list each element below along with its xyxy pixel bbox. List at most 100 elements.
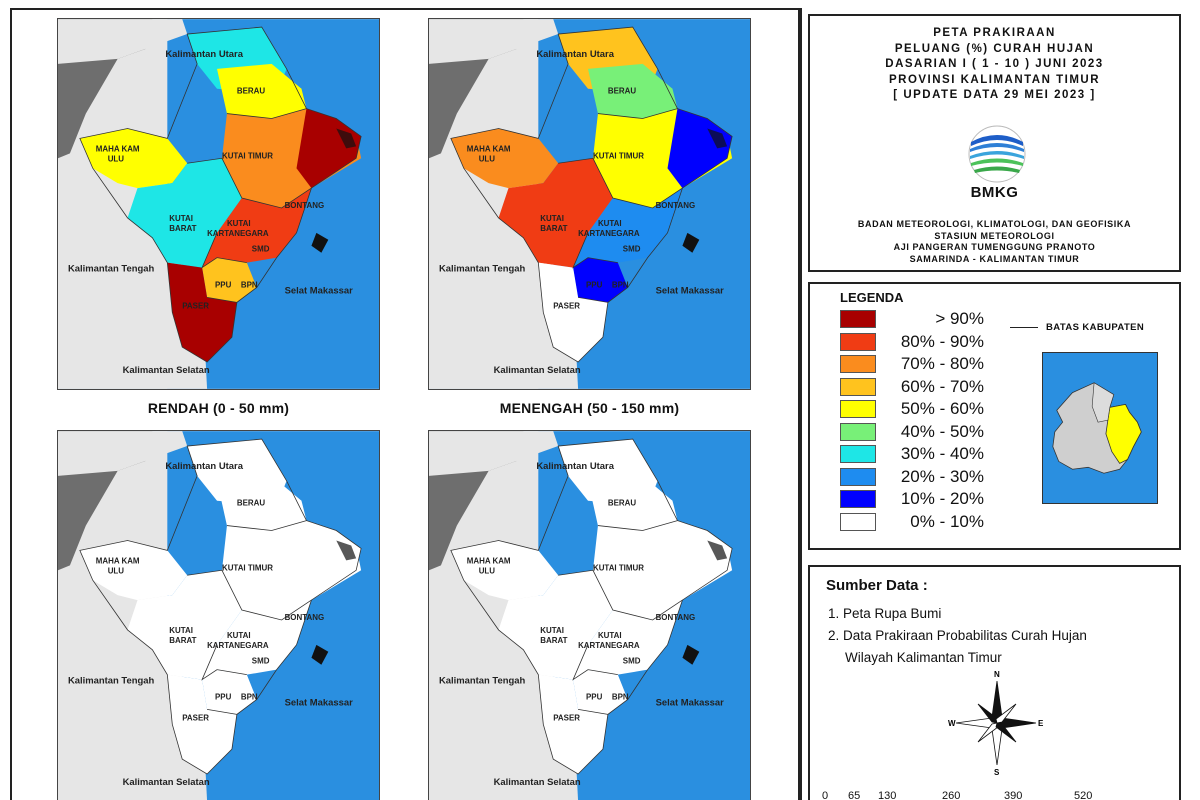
- coast-islands: [707, 128, 728, 149]
- legend-label: 70% - 80%: [900, 354, 984, 374]
- org-line: BADAN METEOROLOGI, KLIMATOLOGI, DAN GEOF…: [857, 219, 1132, 229]
- label-kutai-barat-1: KUTAI: [169, 626, 193, 635]
- label-kartanegara-1: KUTAI: [598, 631, 622, 640]
- region-paser: [167, 262, 237, 363]
- label-kutai-barat-2: BARAT: [169, 224, 196, 233]
- legend-label: 30% - 40%: [900, 444, 984, 464]
- scale-tick: 520: [1074, 790, 1093, 800]
- label-ppu: PPU: [586, 692, 603, 701]
- legend-box: LEGENDA > 90% 80% - 90% 70% - 80% 60% - 70%…: [808, 282, 1181, 550]
- region-ppu: [573, 257, 628, 303]
- label-paser: PASER: [553, 713, 580, 722]
- inset-map: [1042, 352, 1158, 504]
- region-paser: [538, 262, 608, 363]
- legend-swatch: [840, 377, 876, 396]
- label-kartanegara-2: KARTANEGARA: [207, 229, 269, 238]
- legend-swatch: [840, 310, 876, 329]
- org-line: STASIUN METEOROLOGI: [934, 230, 1055, 241]
- inset-kaltim-highlight: [1105, 403, 1142, 464]
- region-berau: [217, 63, 307, 119]
- kaltara-area: [58, 431, 188, 476]
- legend-item: 70% - 80%: [840, 353, 984, 376]
- region-east-coast: [667, 520, 733, 601]
- label-kalteng: Kalimantan Tengah: [439, 676, 526, 687]
- legend-list: > 90% 80% - 90% 70% - 80% 60% - 70% 50% - 60…: [840, 308, 984, 533]
- region-paser: [167, 674, 237, 775]
- map-panel-rendah: Kalimantan Utara Kalimantan Tengah Kalim…: [57, 18, 380, 390]
- region-east-coast: [296, 108, 362, 189]
- label-kutai-barat-2: BARAT: [540, 224, 567, 233]
- label-kutai-barat-2: BARAT: [169, 636, 196, 645]
- label-ppu: PPU: [215, 280, 232, 289]
- legend-label: 20% - 30%: [900, 466, 984, 486]
- label-kutai-timur: KUTAI TIMUR: [222, 563, 273, 572]
- map-panel-tinggi: Kalimantan Utara Kalimantan Tengah Kalim…: [57, 430, 380, 800]
- label-bontang: BONTANG: [656, 613, 696, 622]
- label-kutai-barat-1: KUTAI: [540, 214, 564, 223]
- org-line: AJI PANGERAN TUMENGGUNG PRANOTO: [893, 242, 1096, 252]
- compass-n: N: [994, 670, 1000, 679]
- samarinda-coast: [311, 232, 329, 253]
- label-kaltara: Kalimantan Utara: [536, 461, 614, 472]
- legend-swatch: [840, 467, 876, 486]
- legend-label: 0% - 10%: [910, 511, 984, 531]
- label-kutai-timur: KUTAI TIMUR: [593, 151, 644, 160]
- label-bontang: BONTANG: [656, 201, 696, 210]
- legend-item: 80% - 90%: [840, 331, 984, 354]
- kaltara-area: [429, 19, 559, 64]
- boundary-legend: BATAS KABUPATEN: [1010, 322, 1144, 333]
- legend-item: 0% - 10%: [840, 511, 984, 534]
- boundary-label: BATAS KABUPATEN: [1046, 322, 1145, 333]
- label-berau: BERAU: [237, 87, 265, 96]
- map-panel-menengah: Kalimantan Utara Kalimantan Tengah Kalim…: [428, 18, 751, 390]
- label-sea: Selat Makassar: [656, 697, 725, 708]
- map-title-rendah: RENDAH (0 - 50 mm): [147, 400, 290, 416]
- region-east-coast: [667, 108, 733, 189]
- label-berau: BERAU: [608, 87, 636, 96]
- source-list: 1. Peta Rupa Bumi 2. Data Prakiraan Prob…: [828, 603, 1087, 669]
- label-bpn: BPN: [612, 280, 629, 289]
- label-kartanegara-2: KARTANEGARA: [207, 641, 269, 650]
- heading-line: PELUANG (%) CURAH HUJAN: [894, 42, 1095, 55]
- label-smd: SMD: [623, 245, 641, 254]
- region-ppu: [573, 669, 628, 715]
- map-panel-sangat-tinggi: Kalimantan Utara Kalimantan Tengah Kalim…: [428, 430, 751, 800]
- label-paser: PASER: [182, 301, 209, 310]
- region-berau: [217, 475, 307, 531]
- legend-label: 40% - 50%: [900, 421, 984, 441]
- label-kalsel: Kalimantan Selatan: [123, 777, 210, 788]
- map-title-menengah: MENENGAH (50 - 150 mm): [499, 400, 680, 416]
- coast-islands: [707, 540, 728, 561]
- title-box: PETA PRAKIRAAN PELUANG (%) CURAH HUJAN D…: [808, 14, 1181, 272]
- label-sea: Selat Makassar: [285, 697, 354, 708]
- label-kartanegara-2: KARTANEGARA: [578, 229, 640, 238]
- side-frame: [800, 8, 1200, 800]
- scale-tick: 390: [1004, 790, 1023, 800]
- label-kalteng: Kalimantan Tengah: [68, 676, 155, 687]
- region-east-coast: [296, 520, 362, 601]
- legend-swatch: [840, 355, 876, 374]
- legend-label: 10% - 20%: [900, 489, 984, 509]
- heading-line: PETA PRAKIRAAN: [933, 27, 1056, 39]
- label-bpn: BPN: [241, 280, 258, 289]
- legend-label: 80% - 90%: [900, 331, 984, 351]
- region-mahakam-ulu: [79, 540, 188, 601]
- label-kalsel: Kalimantan Selatan: [494, 777, 581, 788]
- label-sea: Selat Makassar: [285, 285, 354, 296]
- kaltara-area: [429, 431, 559, 476]
- inset-kaltara: [1091, 382, 1115, 423]
- legend-item: 50% - 60%: [840, 398, 984, 421]
- label-kartanegara-1: KUTAI: [227, 631, 251, 640]
- label-kalteng: Kalimantan Tengah: [68, 264, 155, 275]
- label-berau: BERAU: [237, 499, 265, 508]
- region-ppu: [202, 257, 257, 303]
- legend-label: 50% - 60%: [900, 399, 984, 419]
- label-kartanegara-2: KARTANEGARA: [578, 641, 640, 650]
- label-smd: SMD: [623, 657, 641, 666]
- label-berau: BERAU: [608, 499, 636, 508]
- boundary-line-icon: [1010, 327, 1038, 328]
- label-bpn: BPN: [612, 692, 629, 701]
- region-kutai-barat: [127, 570, 242, 680]
- region-berau: [588, 475, 678, 531]
- region-kutai-barat: [127, 158, 242, 268]
